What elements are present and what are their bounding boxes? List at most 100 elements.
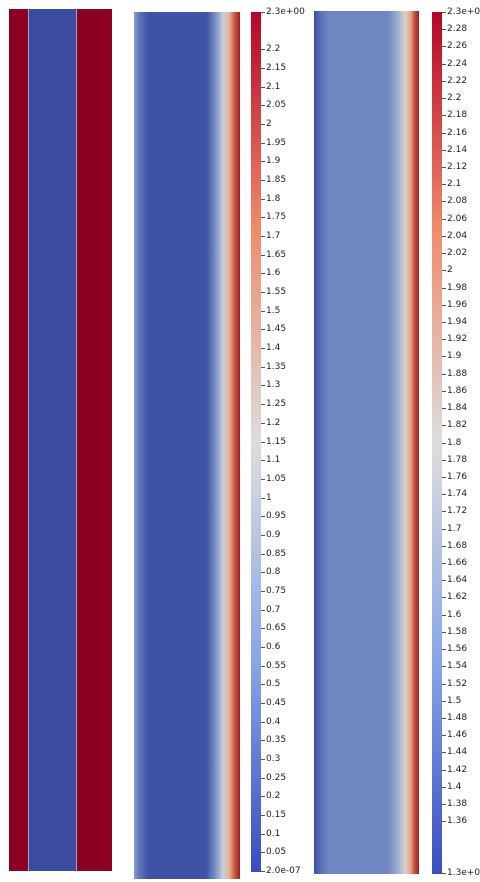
colorbar-full-range-tick-mark: [261, 871, 265, 872]
colorbar-full-range-tick-mark: [261, 497, 265, 499]
right-divider-line: [76, 9, 77, 871]
colorbar-narrow-range-tick-mark: [442, 649, 446, 651]
colorbar-full-range-tick-label: 2.15: [266, 63, 287, 74]
colorbar-narrow-range-ticks: 2.3e+00 2.28 2.26 2.24 2.22 2.2 2.18 2.16 2.14 2.…: [432, 7, 480, 878]
field-plot-narrow-range: [314, 11, 419, 874]
colorbar-full-range-tick-mark: [261, 292, 265, 294]
colorbar-full-range-tick-mark: [261, 609, 265, 611]
colorbar-narrow-range-tick-label: 1.6: [447, 609, 462, 620]
colorbar-full-range-tick-mark: [261, 254, 265, 256]
colorbar-full-range-tick-label: 1.05: [266, 473, 287, 484]
colorbar-narrow-range-tick-mark: [442, 235, 446, 237]
colorbar-narrow-range-tick-mark: [442, 545, 446, 547]
colorbar-narrow-range-tick-label: 1.78: [447, 454, 468, 465]
colorbar-narrow-range-tick-label: 1.48: [447, 713, 468, 724]
colorbar-narrow-range-tick-mark: [442, 304, 446, 306]
colorbar-full-range-tick-label: 0.3: [266, 753, 281, 764]
colorbar-narrow-range-tick-label: 1.4: [447, 781, 462, 792]
colorbar-narrow-range-tick-label: 2.28: [447, 24, 468, 35]
colorbar-narrow-range-tick-mark: [442, 63, 446, 65]
colorbar-full-range-tick-label: 1.65: [266, 249, 287, 260]
colorbar-narrow-range-tick-mark: [442, 253, 446, 255]
colorbar-full-range-tick-mark: [261, 814, 265, 816]
colorbar-full-range-tick-mark: [261, 217, 265, 219]
colorbar-narrow-range-tick-mark: [442, 804, 446, 806]
colorbar-full-range-tick-mark: [261, 49, 265, 51]
colorbar-narrow-range-tick-mark: [442, 786, 446, 788]
colorbar-full-range-tick-mark: [261, 236, 265, 238]
colorbar-narrow-range-tick-mark: [442, 442, 446, 444]
colorbar-full-range-tick-mark: [261, 385, 265, 387]
region-map-panel: [9, 9, 112, 871]
colorbar-narrow-range-tick-label: 2.02: [447, 248, 468, 259]
colorbar-full-range-tick-label: 1.55: [266, 287, 287, 298]
colorbar-narrow-range-tick-mark: [442, 356, 446, 358]
colorbar-full-range-tick-label: 1.8: [266, 193, 281, 204]
colorbar-narrow-range-tick-label: 1.84: [447, 403, 468, 414]
colorbar-full-range-tick-label: 2.2: [266, 44, 281, 55]
colorbar-full-range-tick-label: 0.45: [266, 697, 287, 708]
colorbar-full-range-tick-mark: [261, 180, 265, 182]
colorbar-full-range-tick-label: 0.95: [266, 511, 287, 522]
colorbar-full-range-tick-mark: [261, 796, 265, 798]
colorbar-narrow-range-tick-label: 2.26: [447, 41, 468, 52]
colorbar-full-range-tick-label: 0.2: [266, 791, 281, 802]
colorbar-narrow-range-tick-label: 1.88: [447, 368, 468, 379]
colorbar-narrow-range-tick-mark: [442, 459, 446, 461]
colorbar-narrow-range-tick-mark: [442, 132, 446, 134]
colorbar-narrow-range-tick-mark: [442, 29, 446, 31]
colorbar-full-range: 2.3e+00 2.2 2.15 2.1 2.05 2 1.95 1.9 1.85 1.8 1.75…: [251, 7, 305, 876]
colorbar-narrow-range-tick-label: 1.86: [447, 385, 468, 396]
colorbar-narrow-range-tick-mark: [442, 149, 446, 151]
colorbar-narrow-range-tick-mark: [442, 718, 446, 720]
colorbar-full-range-tick-mark: [261, 572, 265, 574]
colorbar-narrow-range-tick-mark: [442, 390, 446, 392]
right-outer-strip: [77, 9, 112, 871]
colorbar-narrow-range-tick-label: 1.42: [447, 764, 468, 775]
colorbar-full-range-tick-label: 1.85: [266, 175, 287, 186]
colorbar-full-range-tick-label: 0.8: [266, 567, 281, 578]
colorbar-narrow-range-tick-mark: [442, 821, 446, 823]
colorbar-full-range-tick-label: 1.1: [266, 455, 281, 466]
colorbar-narrow-range-tick-label: 1.44: [447, 747, 468, 758]
colorbar-full-range-tick-mark: [261, 329, 265, 331]
colorbar-full-range-tick-label: 0.1: [266, 828, 281, 839]
colorbar-full-range-tick-mark: [261, 273, 265, 275]
colorbar-narrow-range-tick-label: 1.8: [447, 437, 462, 448]
colorbar-narrow-range-tick-label: 1.76: [447, 471, 468, 482]
colorbar-narrow-range-tick-label: 2.16: [447, 127, 468, 138]
colorbar-narrow-range-tick-label: 2.1: [447, 179, 462, 190]
colorbar-narrow-range-tick-mark: [442, 735, 446, 737]
colorbar-full-range-tick-label: 0.35: [266, 735, 287, 746]
colorbar-narrow-range-tick-label: 1.46: [447, 730, 468, 741]
colorbar-full-range-tick-label: 1.3: [266, 380, 281, 391]
colorbar-full-range-tick-label: 1.15: [266, 436, 287, 447]
colorbar-full-range-tick-mark: [261, 404, 265, 406]
colorbar-narrow-range-tick-label: 1.58: [447, 626, 468, 637]
colorbar-full-range-tick-label: 0.25: [266, 772, 287, 783]
colorbar-full-range-tick-mark: [261, 478, 265, 480]
colorbar-full-range-tick-mark: [261, 777, 265, 779]
colorbar-narrow-range-tick-mark: [442, 580, 446, 582]
colorbar-narrow-range-tick-label: 1.72: [447, 506, 468, 517]
colorbar-full-range-tick-mark: [261, 161, 265, 163]
colorbar-narrow-range-tick-label: 2.22: [447, 75, 468, 86]
colorbar-full-range-tick-label: 0.15: [266, 809, 287, 820]
colorbar-full-range-tick-label: 0.6: [266, 641, 281, 652]
colorbar-full-range-tick-label: 1.4: [266, 343, 281, 354]
colorbar-narrow-range: 2.3e+00 2.28 2.26 2.24 2.22 2.2 2.18 2.16 2.14 2.…: [432, 7, 480, 878]
colorbar-full-range-tick-label: 0.85: [266, 548, 287, 559]
colorbar-full-range-tick-mark: [261, 646, 265, 648]
colorbar-narrow-range-tick-label: 1.98: [447, 282, 468, 293]
colorbar-full-range-tick-mark: [261, 86, 265, 88]
colorbar-full-range-tick-label: 1.5: [266, 305, 281, 316]
colorbar-full-range-tick-mark: [261, 534, 265, 536]
colorbar-narrow-range-tick-mark: [442, 287, 446, 289]
colorbar-narrow-range-tick-label: 1.5: [447, 695, 462, 706]
colorbar-full-range-tick-label: 2.3e+00: [266, 7, 305, 17]
colorbar-full-range-tick-mark: [261, 833, 265, 835]
colorbar-full-range-tick-mark: [261, 758, 265, 760]
colorbar-narrow-range-tick-mark: [442, 201, 446, 203]
colorbar-narrow-range-tick-mark: [442, 166, 446, 168]
colorbar-narrow-range-tick-label: 2: [447, 265, 453, 276]
